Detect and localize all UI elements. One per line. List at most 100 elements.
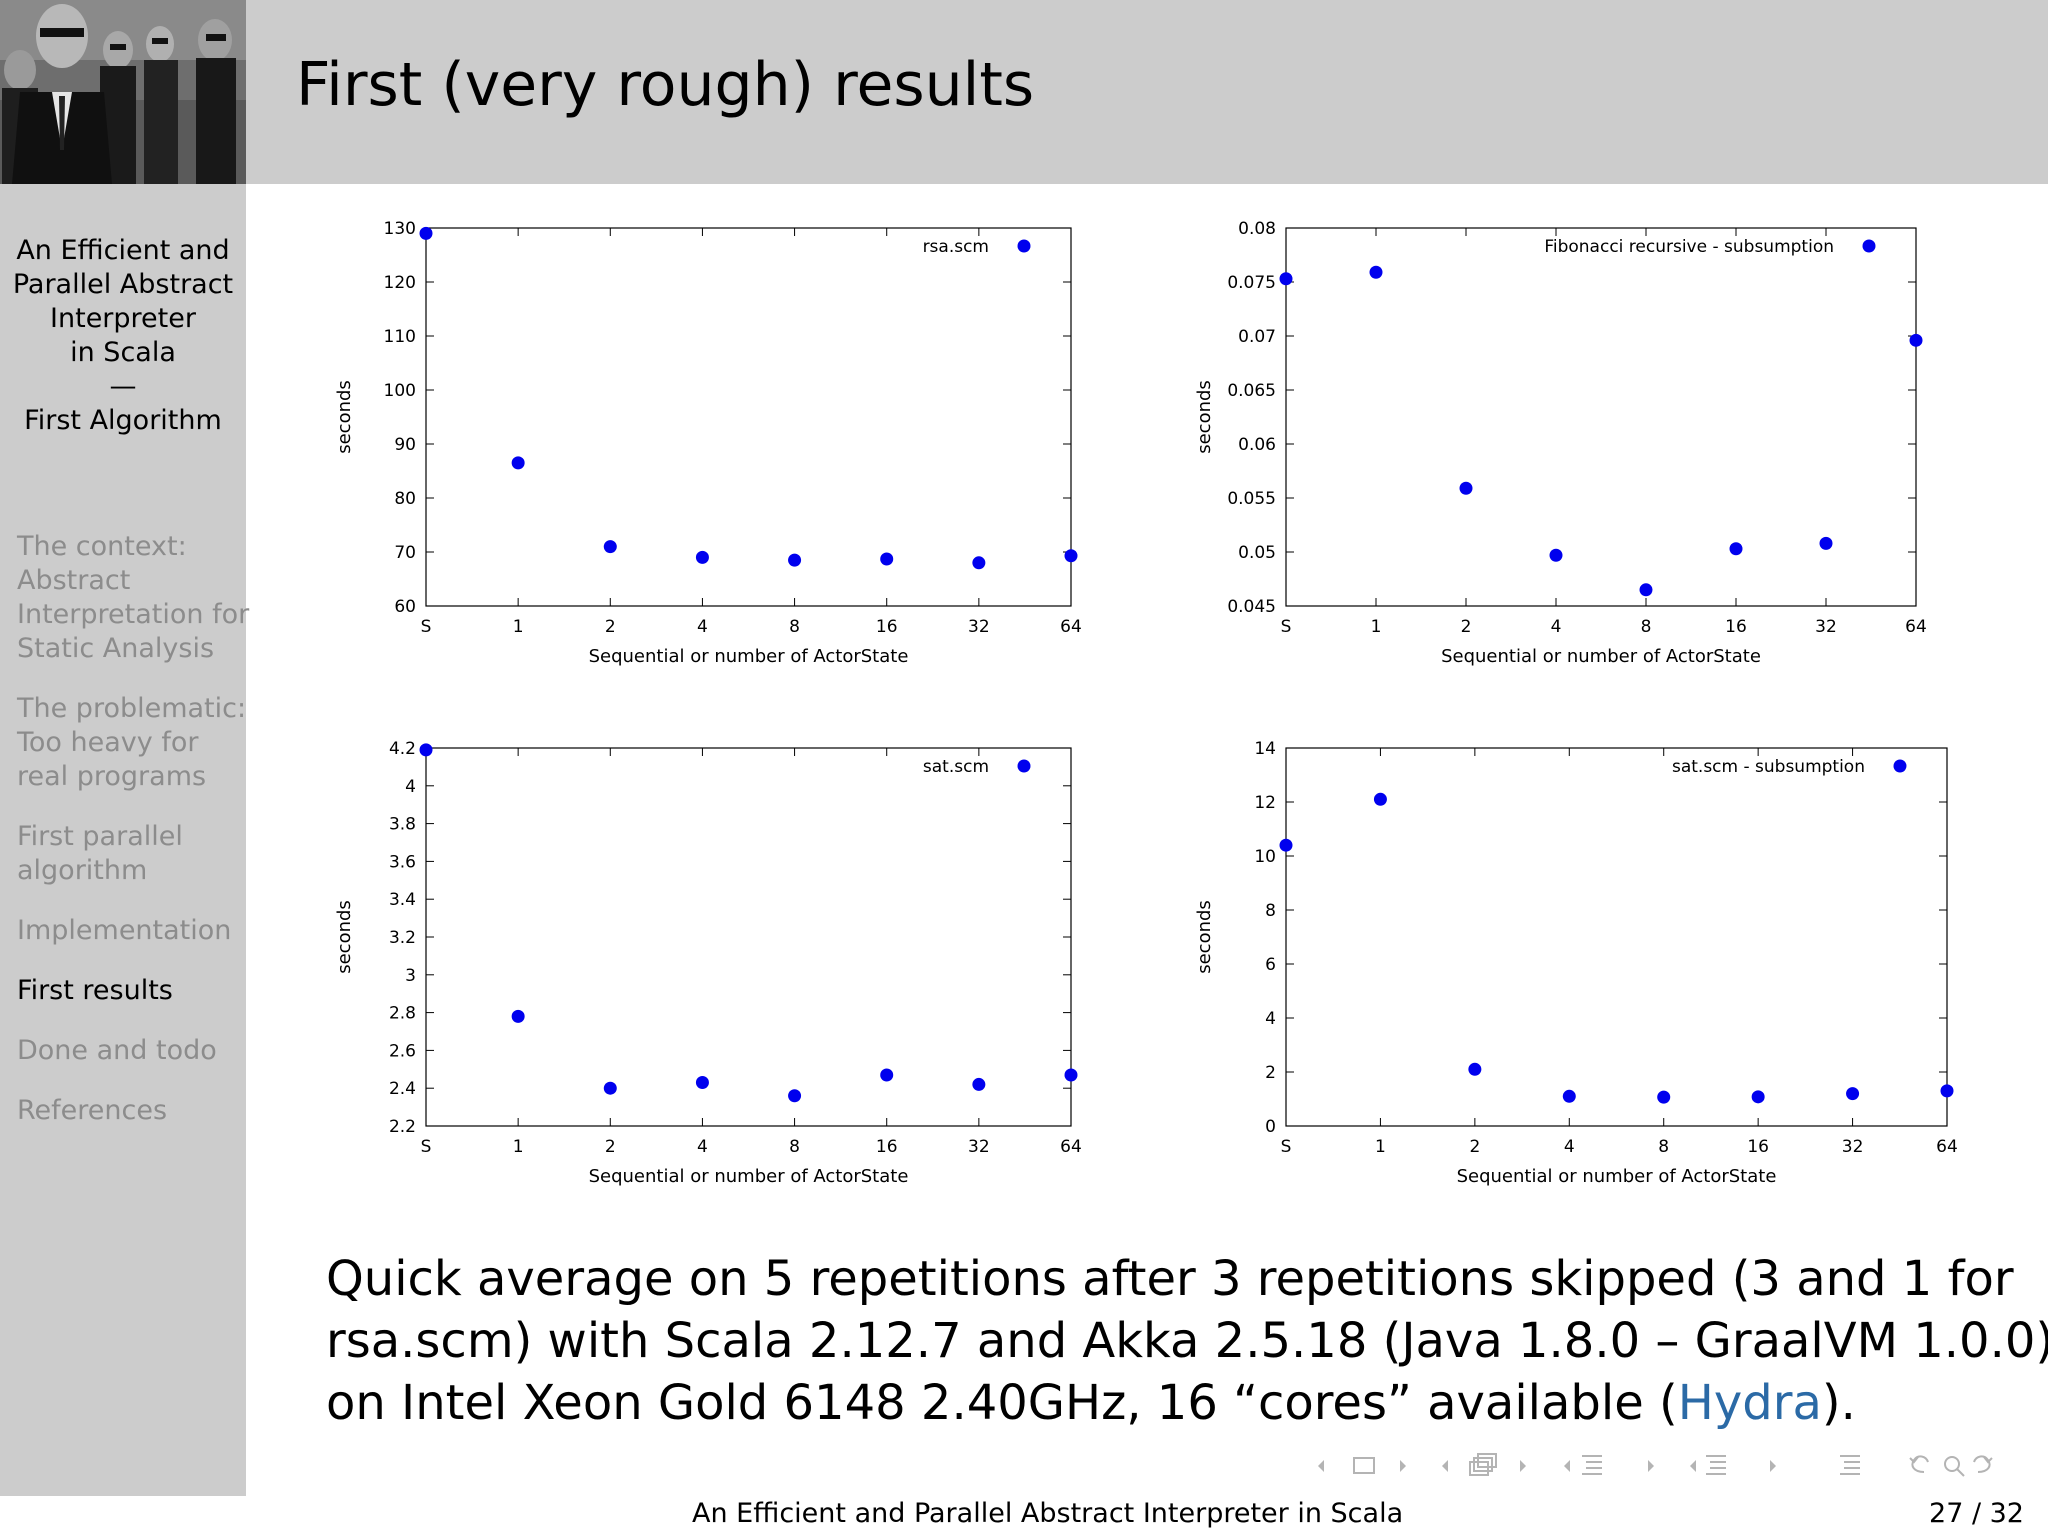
sidebar-section-implementation[interactable]: Implementation xyxy=(17,914,246,948)
header-bar: First (very rough) results xyxy=(0,0,2048,184)
x-tick-label: S xyxy=(1281,1137,1292,1157)
appendix-icon[interactable] xyxy=(1840,1455,1860,1475)
x-tick-label: 32 xyxy=(968,1137,990,1157)
plot-frame xyxy=(1285,747,1948,1127)
page-number: 27 / 32 xyxy=(1929,1498,2024,1529)
x-tick-label: 16 xyxy=(1725,617,1747,637)
data-point xyxy=(1279,838,1293,852)
y-tick-label: 60 xyxy=(394,597,416,617)
sidebar-section-line: Interpretation for xyxy=(17,599,250,630)
data-point xyxy=(695,550,709,564)
next-subsection-arrow-icon[interactable] xyxy=(1520,1460,1526,1472)
y-tick-label: 3.2 xyxy=(389,928,416,948)
data-point xyxy=(603,1081,617,1095)
x-tick-label: 2 xyxy=(605,1137,616,1157)
sidebar-section-references[interactable]: References xyxy=(17,1094,246,1128)
data-point xyxy=(1064,1068,1078,1082)
x-tick-label: 16 xyxy=(876,1137,898,1157)
y-axis-label: seconds xyxy=(1194,380,1215,454)
sidebar-section-line: The context: xyxy=(17,531,187,562)
data-point xyxy=(1279,272,1293,286)
sidebar-section-line: real programs xyxy=(17,761,207,792)
sidebar-section-first-results[interactable]: First results xyxy=(17,974,246,1008)
data-point xyxy=(972,556,986,570)
y-tick-label: 3.4 xyxy=(389,890,416,910)
y-tick-label: 120 xyxy=(384,273,416,293)
next-frame-arrow-icon[interactable] xyxy=(1400,1460,1406,1472)
prev-document-arrow-icon[interactable] xyxy=(1690,1460,1696,1472)
search-icon[interactable] xyxy=(1944,1456,1965,1477)
y-tick-label: 4.2 xyxy=(389,739,416,759)
caption-text: ). xyxy=(1821,1375,1856,1431)
x-tick-label: 8 xyxy=(1641,617,1652,637)
footer-title: An Efficient and Parallel Abstract Inter… xyxy=(692,1498,1404,1529)
prev-frame-arrow-icon[interactable] xyxy=(1318,1460,1324,1472)
y-tick-label: 3 xyxy=(405,966,416,986)
y-tick-label: 8 xyxy=(1265,901,1276,921)
caption-line: on Intel Xeon Gold 6148 2.40GHz, 16 “cor… xyxy=(326,1372,2006,1434)
y-tick-label: 110 xyxy=(384,327,416,347)
legend-marker xyxy=(1862,239,1876,253)
x-tick-label: 64 xyxy=(1905,617,1927,637)
y-tick-label: 0.065 xyxy=(1227,381,1276,401)
caption-line: rsa.scm) with Scala 2.12.7 and Akka 2.5.… xyxy=(326,1313,2048,1369)
data-point xyxy=(1846,1087,1860,1101)
x-tick-label: 1 xyxy=(513,1137,524,1157)
x-axis-label: Sequential or number of ActorState xyxy=(1457,1166,1777,1187)
y-tick-label: 130 xyxy=(384,219,416,239)
sidebar-section-line: First results xyxy=(17,975,173,1006)
y-tick-label: 4 xyxy=(1265,1009,1276,1029)
x-tick-label: 4 xyxy=(697,1137,708,1157)
data-point xyxy=(1940,1084,1954,1098)
plot-frame xyxy=(425,747,1072,1127)
x-tick-label: 2 xyxy=(1461,617,1472,637)
sidebar-section-line: References xyxy=(17,1095,168,1126)
y-tick-label: 2.2 xyxy=(389,1117,416,1137)
prev-section-arrow-icon[interactable] xyxy=(1564,1460,1570,1472)
x-axis-label: Sequential or number of ActorState xyxy=(589,646,909,667)
next-section-arrow-icon[interactable] xyxy=(1648,1460,1654,1472)
x-tick-label: 8 xyxy=(789,1137,800,1157)
undo-icon[interactable] xyxy=(1909,1455,1929,1473)
next-document-arrow-icon[interactable] xyxy=(1770,1460,1776,1472)
sidebar-section-done-and-todo[interactable]: Done and todo xyxy=(17,1034,246,1068)
legend-marker xyxy=(1017,759,1031,773)
sidebar-section-problematic[interactable]: The problematic: Too heavy for real prog… xyxy=(17,692,246,794)
y-tick-label: 3.6 xyxy=(389,852,416,872)
prev-subsection-arrow-icon[interactable] xyxy=(1442,1460,1448,1472)
legend-marker xyxy=(1017,239,1031,253)
logo-image xyxy=(0,0,246,184)
x-tick-label: 64 xyxy=(1936,1137,1958,1157)
sidebar-section-first-parallel-algorithm[interactable]: First parallel algorithm xyxy=(17,820,246,888)
data-point xyxy=(511,456,525,470)
sidebar-title-line: Parallel Abstract xyxy=(12,269,234,300)
y-tick-label: 0.07 xyxy=(1238,327,1276,347)
sidebar-section-line: Done and todo xyxy=(17,1035,217,1066)
sidebar-title-line: Interpreter xyxy=(50,303,196,334)
x-axis-label: Sequential or number of ActorState xyxy=(1441,646,1761,667)
x-tick-label: 1 xyxy=(1375,1137,1386,1157)
sidebar-section-context[interactable]: The context: Abstract Interpretation for… xyxy=(17,530,250,666)
section-icon xyxy=(1582,1455,1602,1475)
legend-label: Fibonacci recursive - subsumption xyxy=(1544,237,1834,257)
data-point xyxy=(1468,1062,1482,1076)
x-tick-label: 1 xyxy=(513,617,524,637)
y-tick-label: 3.8 xyxy=(389,815,416,835)
x-tick-label: S xyxy=(1281,617,1292,637)
sidebar-title-separator: — xyxy=(109,371,137,402)
data-point xyxy=(1549,548,1563,562)
data-point xyxy=(419,226,433,240)
hydra-link[interactable]: Hydra xyxy=(1677,1375,1822,1431)
subsection-icon xyxy=(1469,1453,1497,1476)
y-tick-label: 100 xyxy=(384,381,416,401)
x-axis-label: Sequential or number of ActorState xyxy=(589,1166,909,1187)
y-tick-label: 14 xyxy=(1254,739,1276,759)
data-point xyxy=(1729,542,1743,556)
data-point xyxy=(788,1089,802,1103)
x-tick-label: 4 xyxy=(1551,617,1562,637)
sidebar-section-line: Abstract xyxy=(17,565,131,596)
data-point xyxy=(1064,549,1078,563)
redo-icon[interactable] xyxy=(1973,1455,1993,1473)
x-tick-label: 4 xyxy=(1564,1137,1575,1157)
